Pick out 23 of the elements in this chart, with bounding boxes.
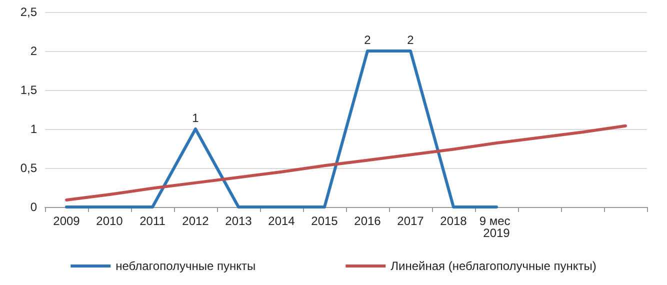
x-tick-label: 2009: [53, 214, 80, 228]
data-label: 1: [192, 110, 200, 125]
line-series: [65, 124, 627, 202]
y-tick-label: 2,5: [20, 5, 38, 19]
data-label: 2: [407, 32, 414, 47]
x-tick-label: 2011: [140, 214, 166, 228]
x-tick-label: 2016: [354, 214, 382, 228]
y-tick-label: 1,5: [20, 83, 38, 97]
legend-label: неблагополучные пункты: [116, 259, 256, 273]
y-tick-label: 1: [30, 122, 38, 136]
x-tick-label: 2013: [225, 214, 252, 228]
y-tick-label: 0: [30, 200, 38, 214]
y-tick-label: 0,5: [20, 161, 38, 175]
x-tick-label: 2018: [440, 214, 468, 228]
x-tick-label: 2012: [182, 214, 210, 228]
x-tick-label: 2010: [96, 214, 124, 228]
data-label: 2: [364, 32, 372, 47]
y-tick-label: 2: [30, 44, 38, 58]
x-tick-label: 9 мес 2019: [479, 214, 514, 240]
x-tick-label: 2017: [397, 214, 424, 228]
x-tick-label: 2014: [268, 214, 296, 228]
x-tick-label: 2015: [311, 214, 338, 228]
legend-label: Линейная (неблагополучные пункты): [390, 259, 596, 273]
